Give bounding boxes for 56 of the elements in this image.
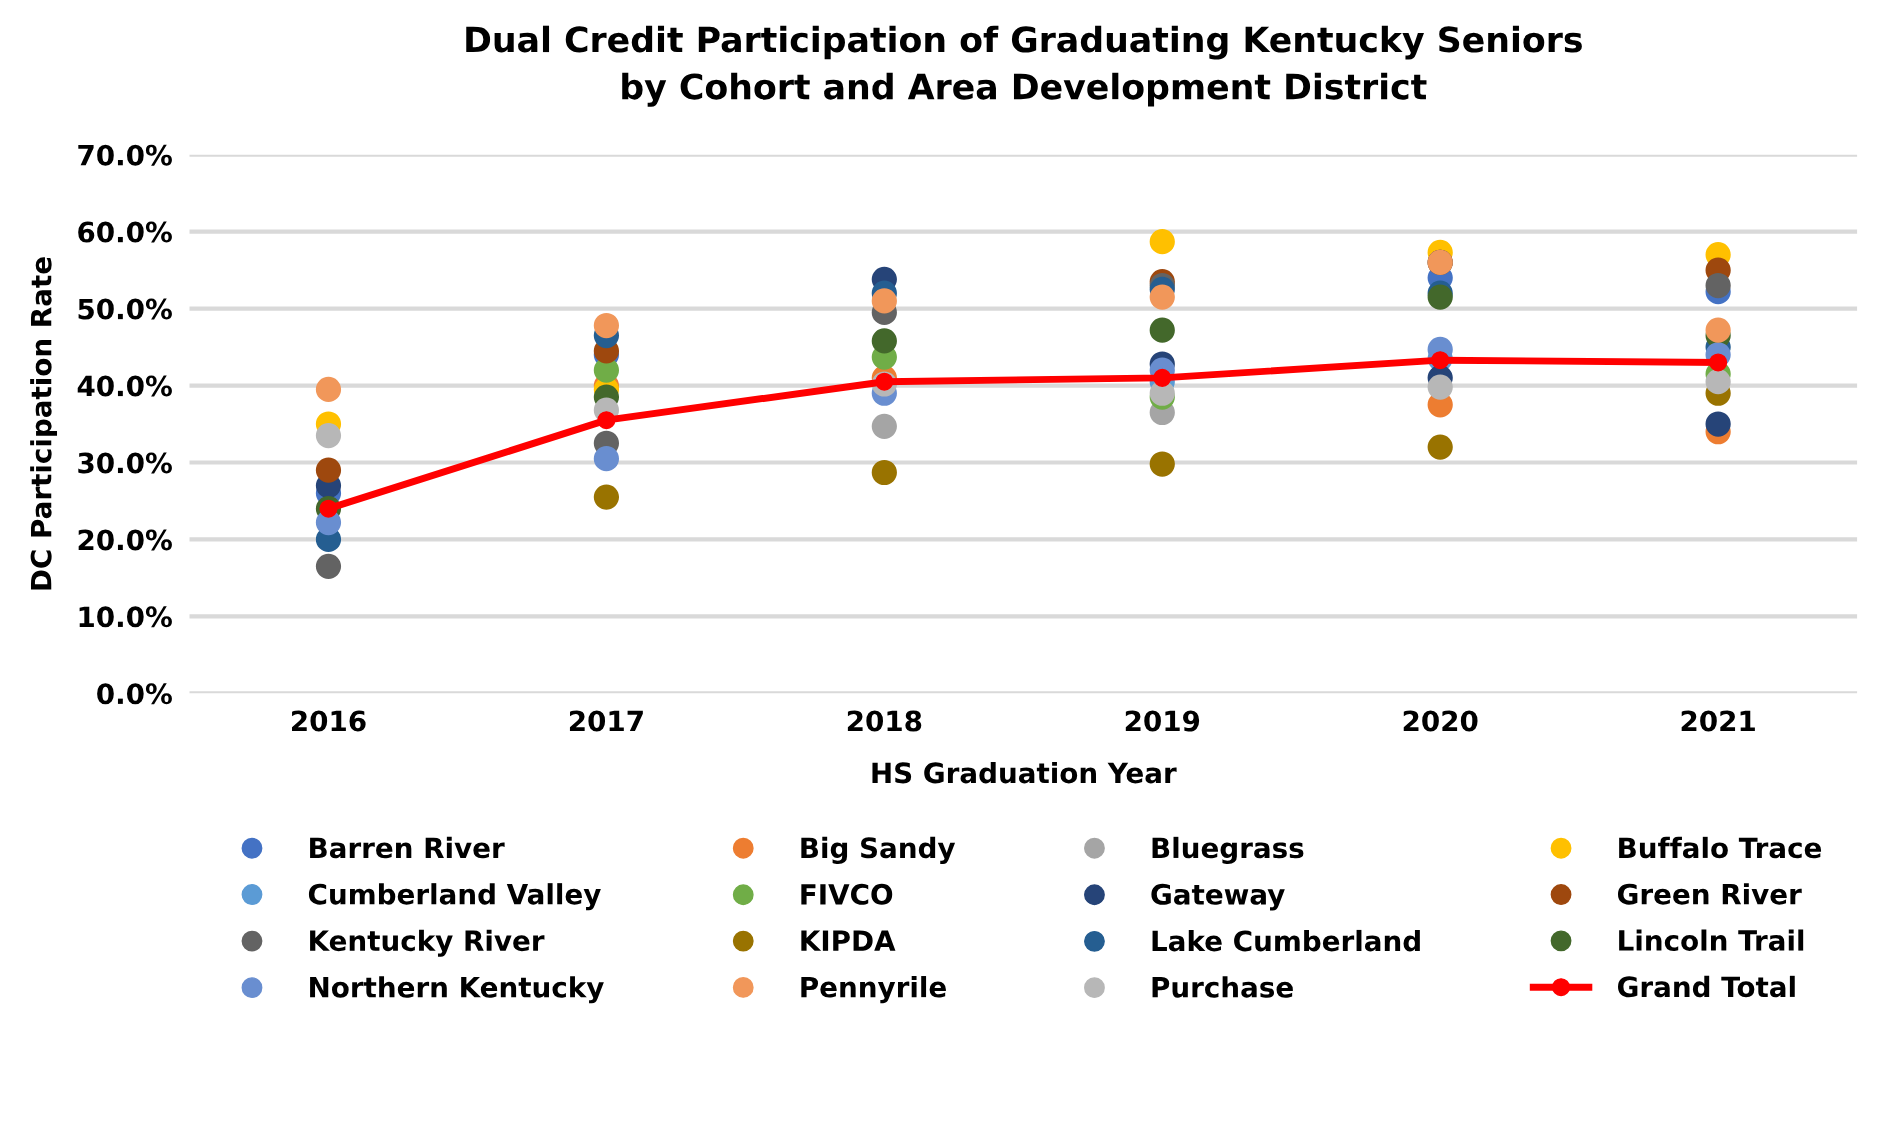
point [593, 312, 620, 339]
point [1149, 451, 1175, 477]
point [315, 422, 342, 449]
x-tick-label: 2018 [847, 710, 922, 732]
point [315, 553, 342, 579]
y-tick-label: 0.0% [97, 683, 172, 705]
point [315, 376, 342, 403]
point [315, 457, 342, 483]
y-tick-label: 20.0% [78, 529, 172, 551]
y-tick-label: 60.0% [78, 221, 172, 243]
point [597, 411, 616, 430]
legend-label: Pennyrile [801, 976, 946, 1004]
legend-label: Lake Cumberland [1152, 929, 1420, 952]
legend-label: Purchase [1152, 976, 1293, 998]
x-tick-label: 2016 [292, 710, 366, 732]
legend-label: KIPDA [801, 930, 896, 951]
point [1705, 272, 1731, 299]
point [871, 328, 897, 354]
point [1705, 369, 1731, 395]
point [593, 484, 620, 510]
legend-label: Green River [1617, 883, 1802, 905]
x-tick-label: 2019 [1125, 710, 1200, 732]
legend-label: Gateway [1151, 883, 1285, 911]
legend-label: Northern Kentucky [310, 976, 604, 1004]
y-tick-label: 50.0% [78, 298, 172, 320]
point [871, 459, 897, 486]
point [593, 446, 620, 472]
point [871, 288, 897, 314]
point [1153, 368, 1172, 387]
point [1431, 351, 1450, 370]
legend-label: Kentucky River [310, 929, 545, 957]
chart-title: Dual Credit Participation of Graduating Kentucky Seniors by Cohort and Area Development District [466, 25, 1582, 107]
y-tick-label: 30.0% [78, 452, 172, 474]
y-tick-label: 40.0% [77, 375, 172, 397]
legend-label: Barren River [310, 836, 505, 859]
y-tick-label: 70.0% [78, 144, 172, 166]
legend-label: Lincoln Trail [1619, 929, 1804, 951]
point [871, 413, 897, 439]
x-tick-label: 2020 [1403, 710, 1478, 732]
legend-label: Cumberland Valley [308, 883, 601, 911]
legend-label: Grand Total [1617, 975, 1795, 998]
y-tick-label: 10.0% [79, 606, 172, 628]
point [1427, 374, 1453, 400]
point [1705, 411, 1731, 437]
x-axis-title: HS Graduation Year [872, 761, 1177, 784]
point [1149, 284, 1175, 310]
legend-label: Buffalo Trace [1619, 836, 1822, 859]
point [1427, 434, 1453, 460]
y-axis-title: DC Participation Rate [30, 257, 58, 590]
point [1149, 317, 1175, 343]
x-tick-label: 2017 [569, 710, 643, 732]
x-tick-label: 2021 [1681, 710, 1755, 732]
legend-label: Bluegrass [1152, 836, 1304, 864]
legend-label: Big Sandy [801, 836, 956, 864]
legend-label: FIVCO [801, 883, 893, 905]
point [1149, 229, 1175, 255]
